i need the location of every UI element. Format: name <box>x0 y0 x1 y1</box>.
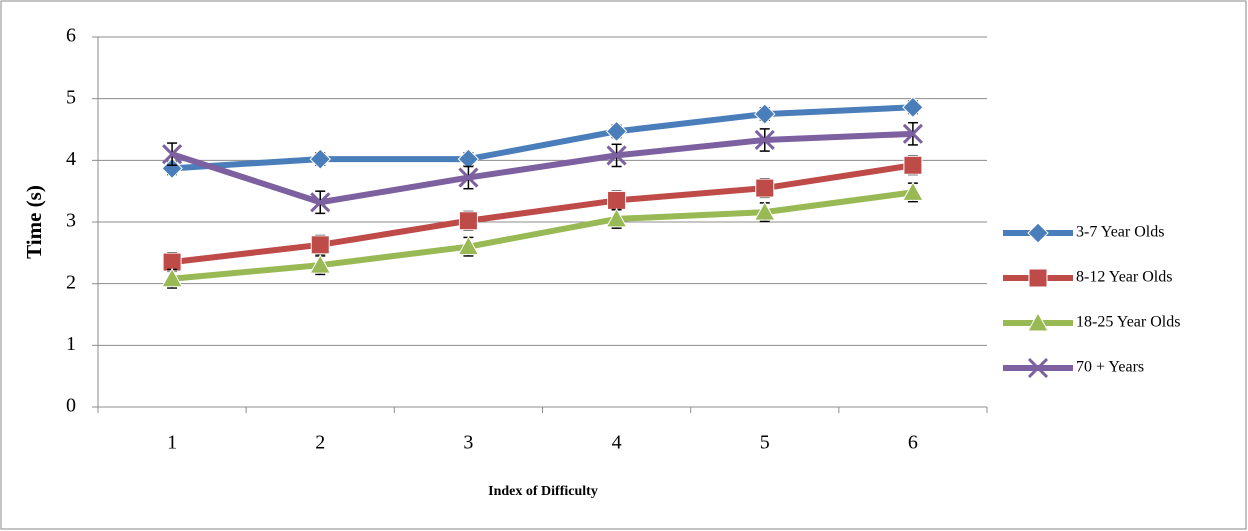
series-line <box>171 189 914 282</box>
marker <box>605 120 628 143</box>
marker <box>162 144 183 165</box>
y-tick-label: 6 <box>66 25 76 47</box>
y-tick-label: 4 <box>66 148 76 170</box>
marker <box>607 190 627 210</box>
series-line <box>171 104 914 172</box>
legend-marker <box>1027 311 1049 332</box>
x-tick-label: 6 <box>908 432 918 454</box>
marker <box>457 235 480 256</box>
marker <box>754 129 775 151</box>
marker <box>754 103 776 125</box>
marker <box>606 145 627 166</box>
y-axis-title: Time (s) <box>22 185 46 259</box>
legend-label: 18-25 Year Olds <box>1076 314 1180 331</box>
x-tick-label: 4 <box>612 432 622 454</box>
y-tick-label: 5 <box>66 86 76 108</box>
legend-marker <box>1027 222 1049 244</box>
series-line <box>171 130 914 206</box>
marker <box>310 235 330 255</box>
series-line <box>171 162 914 266</box>
legend-marker <box>1028 268 1048 288</box>
marker <box>753 201 776 221</box>
y-tick-label: 1 <box>66 333 76 355</box>
legend-marker <box>1027 357 1049 379</box>
legend-label: 70 + Years <box>1076 359 1144 376</box>
marker <box>458 167 479 188</box>
marker <box>902 181 924 201</box>
marker <box>458 211 478 231</box>
x-tick-label: 3 <box>463 432 473 454</box>
x-axis-title: Index of Difficulty <box>488 484 598 499</box>
y-tick-label: 3 <box>66 210 76 232</box>
x-tick-label: 1 <box>167 432 177 454</box>
marker <box>902 123 923 144</box>
marker <box>310 192 331 213</box>
marker <box>161 267 183 288</box>
marker <box>903 155 923 175</box>
legend-label: 8-12 Year Olds <box>1076 269 1172 286</box>
legend-label: 3-7 Year Olds <box>1076 224 1164 241</box>
marker <box>161 157 183 180</box>
marker <box>309 254 332 274</box>
y-tick-label: 2 <box>66 271 76 293</box>
marker <box>605 207 628 228</box>
marker <box>309 148 331 170</box>
marker <box>902 96 924 119</box>
x-tick-label: 2 <box>315 432 325 454</box>
marker <box>755 178 775 198</box>
y-tick-label: 0 <box>66 395 76 417</box>
x-tick-label: 5 <box>760 432 770 454</box>
